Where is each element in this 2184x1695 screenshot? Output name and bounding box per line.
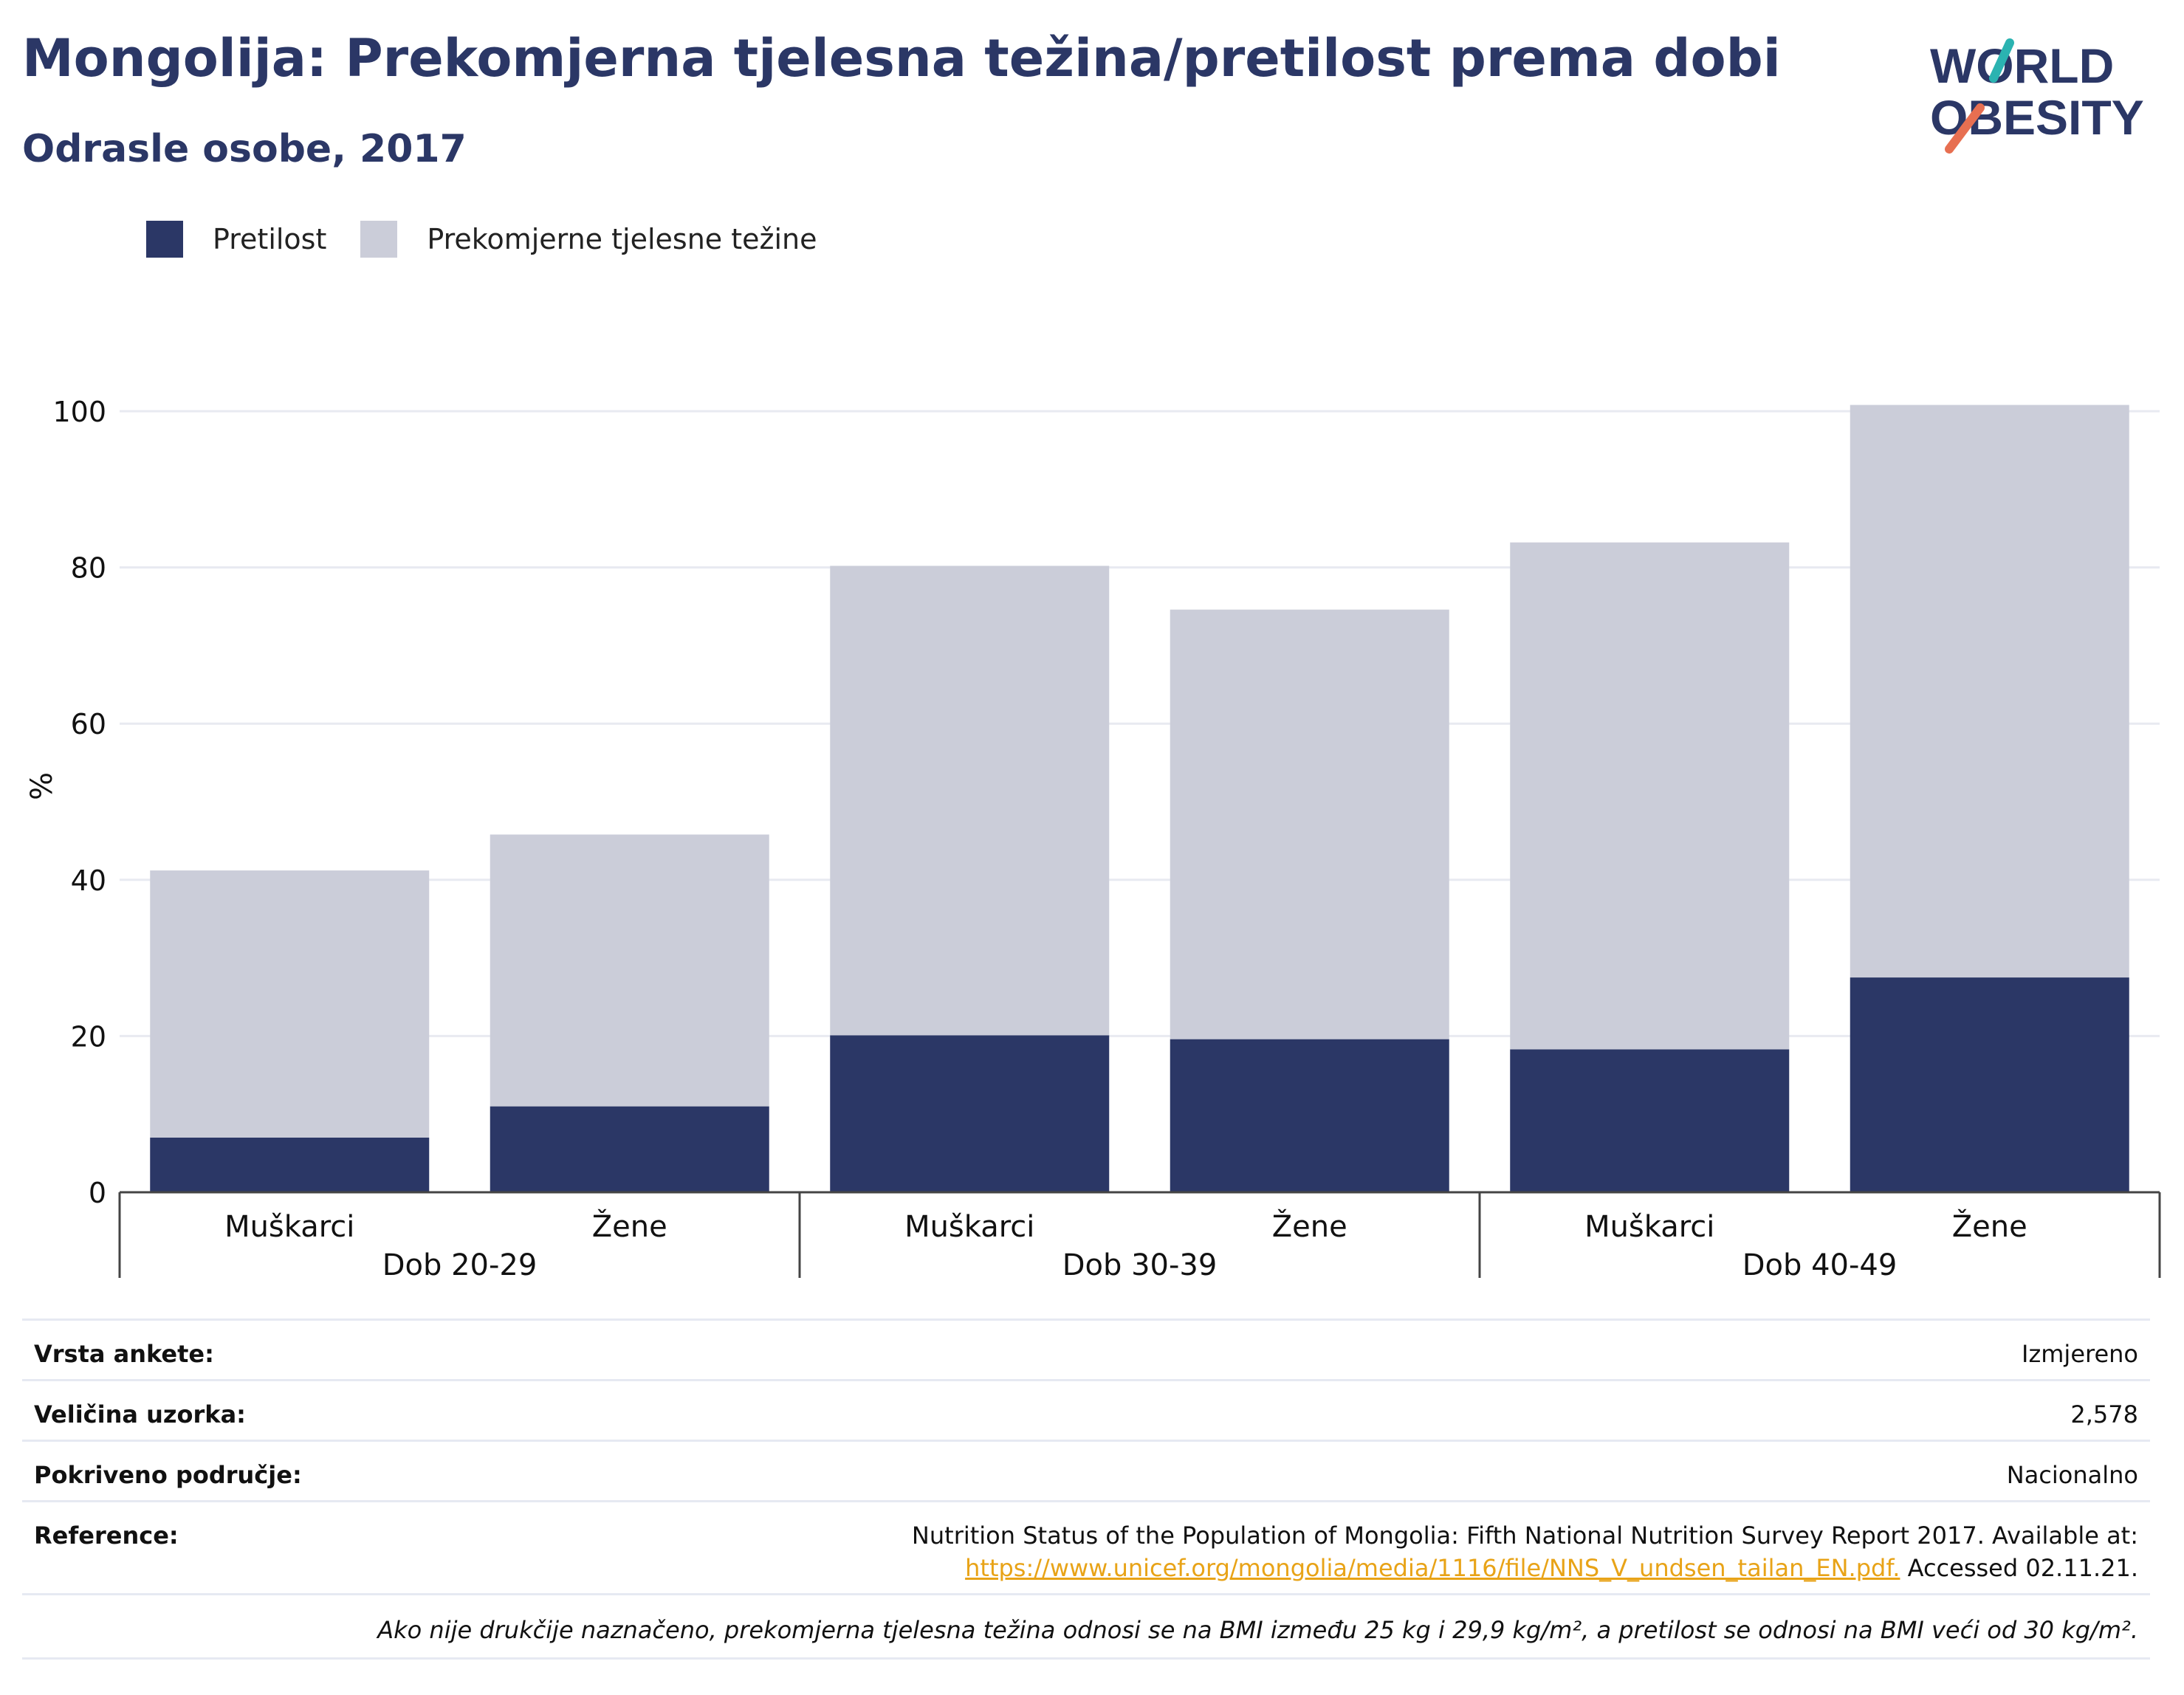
x-tick-label: Muškarci xyxy=(904,1210,1034,1244)
legend-item-overweight[interactable]: Prekomjerne tjelesne težine xyxy=(360,221,817,258)
sample-size-label: Veličina uzorka: xyxy=(34,1400,246,1428)
bar-overweight xyxy=(150,870,430,1138)
reference-line2: https://www.unicef.org/mongolia/media/11… xyxy=(965,1554,2138,1582)
group-label: Dob 40-49 xyxy=(1742,1248,1898,1282)
row-reference: Reference: Nutrition Status of the Popul… xyxy=(22,1500,2150,1595)
sample-size-value: 2,578 xyxy=(2070,1400,2138,1428)
y-tick-label: 20 xyxy=(71,1020,106,1053)
y-tick-label: 100 xyxy=(52,396,106,428)
group-label: Dob 30-39 xyxy=(1062,1248,1218,1282)
world-obesity-logo: WORLD OBESITY xyxy=(1930,38,2144,154)
footnote: Ako nije drukčije naznačeno, prekomjerna… xyxy=(377,1616,2138,1644)
y-tick-label: 40 xyxy=(71,864,106,897)
x-tick-label: Žene xyxy=(1952,1208,2027,1244)
reference-label: Reference: xyxy=(34,1522,179,1550)
legend-item-obesity[interactable]: Pretilost xyxy=(146,221,326,258)
page-title: Mongolija: Prekomjerna tjelesna težina/p… xyxy=(22,28,1781,89)
bar-obesity xyxy=(1510,1049,1790,1192)
row-footnote: Ako nije drukčije naznačeno, prekomjerna… xyxy=(22,1593,2150,1660)
coverage-label: Pokriveno područje: xyxy=(34,1461,302,1489)
x-tick-label: Muškarci xyxy=(224,1210,354,1244)
bar-overweight xyxy=(490,834,769,1107)
logo-slash-coral xyxy=(1945,103,1985,154)
row-coverage: Pokriveno područje: Nacionalno xyxy=(22,1440,2150,1502)
bar-obesity xyxy=(830,1035,1110,1192)
bar-obesity xyxy=(150,1137,430,1192)
x-tick-label: Žene xyxy=(1272,1208,1347,1244)
bar-obesity xyxy=(1170,1039,1449,1192)
bar-overweight xyxy=(1850,405,2129,978)
page-subtitle: Odrasle osobe, 2017 xyxy=(22,127,467,171)
legend-swatch-overweight xyxy=(360,221,398,258)
y-tick-label: 80 xyxy=(71,552,106,585)
reference-accessed: Accessed 02.11.21. xyxy=(1900,1554,2138,1582)
bar-obesity xyxy=(490,1106,769,1192)
survey-info-table: Vrsta ankete: Izmjereno Veličina uzorka:… xyxy=(22,1318,2150,1660)
logo-line2: OBESITY xyxy=(1930,90,2144,145)
legend-label-overweight: Prekomjerne tjelesne težine xyxy=(427,223,817,255)
y-tick-label: 0 xyxy=(89,1177,106,1209)
row-sample-size: Veličina uzorka: 2,578 xyxy=(22,1379,2150,1442)
group-label: Dob 20-29 xyxy=(382,1248,538,1282)
reference-line1: Nutrition Status of the Population of Mo… xyxy=(911,1522,2138,1550)
x-tick-label: Žene xyxy=(592,1208,667,1244)
coverage-value: Nacionalno xyxy=(2006,1461,2138,1489)
legend-swatch-obesity xyxy=(146,221,183,258)
stacked-bar-chart: 0 20 40 60 80 100% Muškarci Žene Muškarci Žene Muš… xyxy=(25,396,2161,1282)
logo-slash-teal xyxy=(1989,38,2014,83)
row-survey-type: Vrsta ankete: Izmjereno xyxy=(22,1318,2150,1381)
logo-line1: WORLD xyxy=(1930,38,2114,93)
survey-type-value: Izmjereno xyxy=(2022,1340,2138,1368)
y-tick-label: 60 xyxy=(71,708,106,740)
bar-obesity xyxy=(1850,977,2129,1192)
bar-overweight xyxy=(1170,609,1449,1039)
bar-overweight xyxy=(830,565,1110,1036)
x-tick-label: Muškarci xyxy=(1584,1210,1714,1244)
y-axis-label: % xyxy=(25,772,59,800)
survey-type-label: Vrsta ankete: xyxy=(34,1340,214,1368)
bar-overweight xyxy=(1510,542,1790,1050)
reference-link[interactable]: https://www.unicef.org/mongolia/media/11… xyxy=(965,1554,1900,1582)
chart-legend: Pretilost Prekomjerne tjelesne težine xyxy=(146,219,851,260)
legend-label-obesity: Pretilost xyxy=(213,223,327,255)
